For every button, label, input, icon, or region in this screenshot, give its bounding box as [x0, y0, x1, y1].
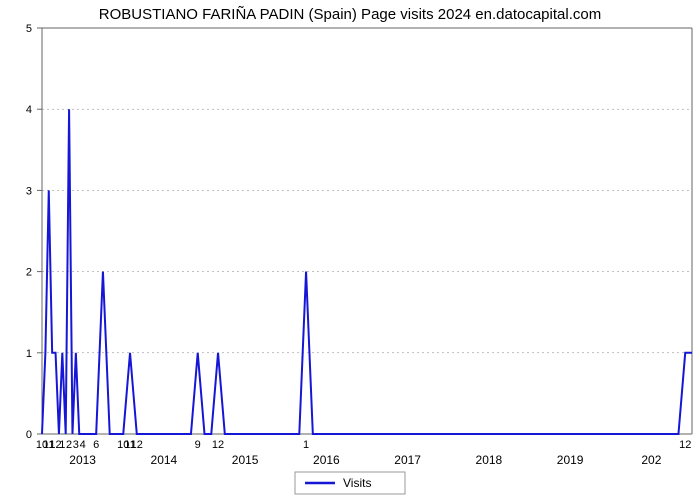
x-month-label: 12 — [679, 439, 691, 451]
x-year-label: 2016 — [313, 453, 340, 467]
chart-title: ROBUSTIANO FARIÑA PADIN (Spain) Page vis… — [0, 6, 700, 23]
x-month-label: 6 — [93, 439, 99, 451]
x-year-label: 2018 — [476, 453, 503, 467]
x-year-label: 202 — [641, 453, 661, 467]
y-tick-label: 5 — [26, 23, 32, 35]
x-year-label: 2015 — [232, 453, 259, 467]
x-month-label: 12 — [131, 439, 143, 451]
x-year-label: 2014 — [151, 453, 178, 467]
x-month-label: 3 — [73, 439, 79, 451]
x-year-label: 2017 — [394, 453, 421, 467]
chart-svg: 0123451011121234610111291211220132014201… — [0, 0, 700, 500]
x-month-label: 9 — [195, 439, 201, 451]
x-year-label: 2019 — [557, 453, 584, 467]
legend-label: Visits — [343, 476, 371, 490]
visits-line-chart: ROBUSTIANO FARIÑA PADIN (Spain) Page vis… — [0, 0, 700, 500]
x-month-label: 1 — [303, 439, 309, 451]
x-month-label: 12 — [212, 439, 224, 451]
x-month-label: 4 — [80, 439, 86, 451]
x-month-label: 1 — [59, 439, 65, 451]
x-month-label: 2 — [66, 439, 72, 451]
y-tick-label: 4 — [26, 104, 32, 116]
y-tick-label: 2 — [26, 267, 32, 279]
y-tick-label: 3 — [26, 185, 32, 197]
x-year-label: 2013 — [69, 453, 96, 467]
y-tick-label: 1 — [26, 348, 32, 360]
y-tick-label: 0 — [26, 429, 32, 441]
